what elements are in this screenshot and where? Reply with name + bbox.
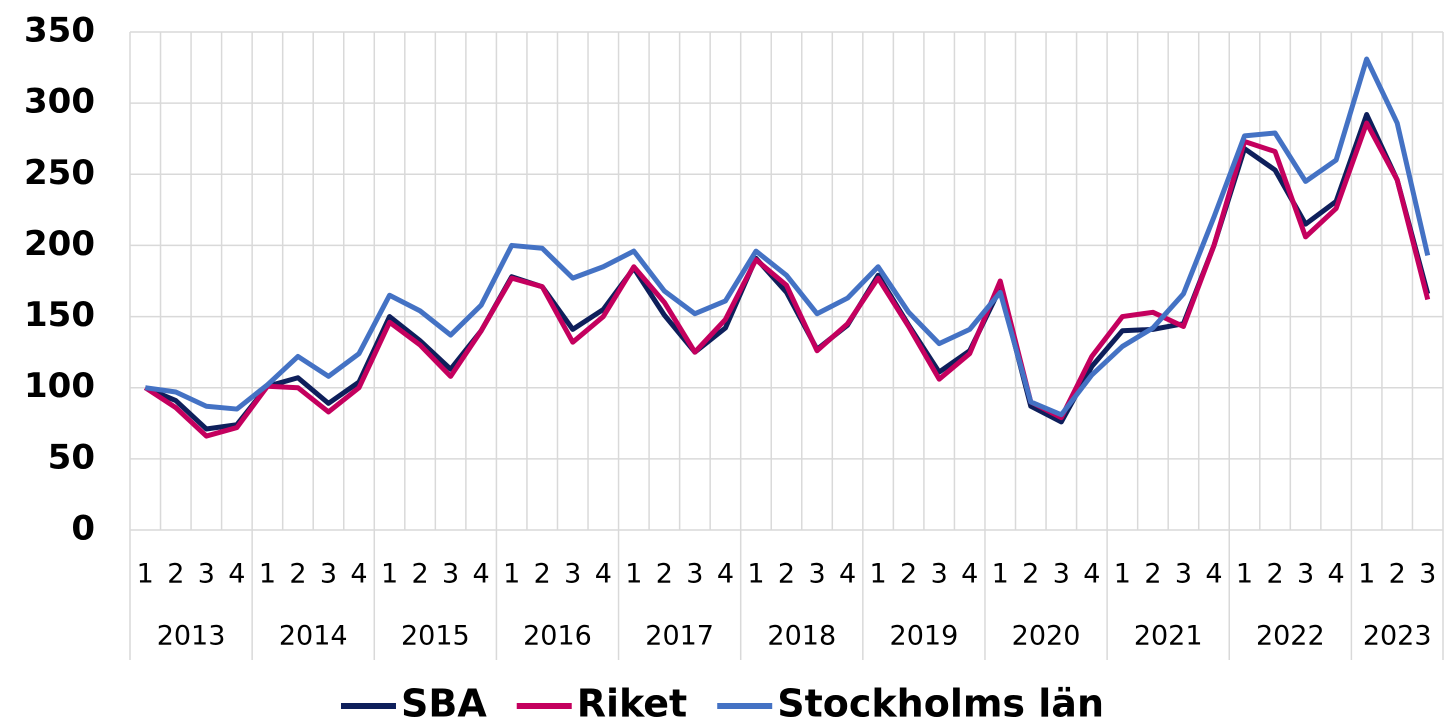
x-tick-label: 2 (1266, 559, 1283, 590)
x-tick-label: 3 (808, 559, 825, 590)
y-tick-label: 300 (24, 82, 95, 122)
x-tick-label: 4 (1205, 559, 1222, 590)
x-tick-label: 1 (747, 559, 764, 590)
x-tick-label: 1 (1236, 559, 1253, 590)
x-group-label: 2013 (157, 621, 226, 652)
x-group-label: 2015 (401, 621, 470, 652)
x-tick-label: 3 (1175, 559, 1192, 590)
x-tick-label: 1 (992, 559, 1009, 590)
x-tick-label: 3 (1419, 559, 1436, 590)
x-group-label: 2016 (523, 621, 592, 652)
x-tick-label: 4 (839, 559, 856, 590)
y-tick-label: 50 (48, 437, 95, 477)
x-group-label: 2020 (1012, 621, 1081, 652)
x-tick-label: 1 (259, 559, 276, 590)
x-tick-label: 3 (198, 559, 215, 590)
x-tick-label: 2 (1389, 559, 1406, 590)
x-tick-label: 1 (870, 559, 887, 590)
y-tick-label: 250 (24, 153, 95, 193)
x-tick-label: 1 (625, 559, 642, 590)
legend-label: Stockholms län (777, 682, 1104, 725)
legend-label: Riket (577, 682, 687, 725)
x-tick-label: 2 (1144, 559, 1161, 590)
x-tick-label: 2 (167, 559, 184, 590)
x-tick-label: 2 (1022, 559, 1039, 590)
x-tick-label: 4 (717, 559, 734, 590)
x-group-label: 2019 (890, 621, 959, 652)
y-tick-label: 350 (24, 11, 95, 51)
x-tick-label: 1 (503, 559, 520, 590)
x-tick-label: 4 (350, 559, 367, 590)
x-tick-label: 4 (595, 559, 612, 590)
x-tick-label: 1 (1114, 559, 1131, 590)
x-tick-label: 2 (778, 559, 795, 590)
x-tick-label: 1 (137, 559, 154, 590)
x-tick-label: 3 (564, 559, 581, 590)
legend-label: SBA (401, 682, 487, 725)
x-tick-label: 4 (1083, 559, 1100, 590)
x-tick-label: 4 (228, 559, 245, 590)
x-group-label: 2018 (767, 621, 836, 652)
x-group-label: 2023 (1363, 621, 1432, 652)
x-group-label: 2014 (279, 621, 348, 652)
x-tick-label: 1 (381, 559, 398, 590)
y-tick-label: 150 (24, 295, 95, 335)
x-tick-label: 3 (931, 559, 948, 590)
y-tick-label: 200 (24, 224, 95, 264)
x-tick-label: 3 (686, 559, 703, 590)
x-tick-label: 1 (1358, 559, 1375, 590)
x-group-label: 2022 (1256, 621, 1325, 652)
x-tick-label: 4 (1328, 559, 1345, 590)
legend: SBA Riket Stockholms län (340, 682, 1104, 725)
x-tick-label: 2 (411, 559, 428, 590)
x-tick-label: 4 (473, 559, 490, 590)
x-tick-label: 2 (656, 559, 673, 590)
series-line (144, 56, 1431, 418)
x-tick-label: 2 (900, 559, 917, 590)
x-group-label: 2017 (645, 621, 714, 652)
x-tick-label: 3 (1297, 559, 1314, 590)
x-tick-label: 4 (961, 559, 978, 590)
x-tick-label: 2 (534, 559, 551, 590)
series-line (143, 120, 1431, 439)
x-tick-label: 3 (1053, 559, 1070, 590)
x-tick-label: 3 (320, 559, 337, 590)
x-tick-label: 3 (442, 559, 459, 590)
x-tick-label: 2 (289, 559, 306, 590)
x-group-label: 2021 (1134, 621, 1203, 652)
y-tick-label: 0 (71, 509, 95, 549)
y-tick-label: 100 (24, 366, 95, 406)
